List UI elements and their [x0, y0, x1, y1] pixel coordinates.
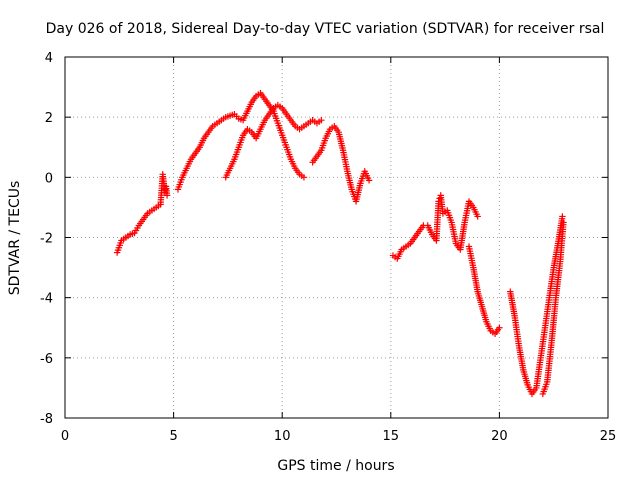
- plot-frame: [64, 56, 609, 419]
- series-5: [389, 192, 481, 262]
- y-tick-label: 2: [45, 111, 53, 126]
- axis-ticks: [64, 56, 609, 419]
- y-tick-label: 0: [45, 171, 53, 186]
- series-2: [174, 89, 308, 193]
- y-tick-label: -8: [40, 412, 53, 427]
- series-4: [309, 122, 373, 205]
- y-tick-label: -2: [40, 232, 53, 247]
- x-tick-label: 0: [61, 429, 69, 444]
- y-tick-label: 4: [45, 51, 53, 66]
- data-point: [560, 219, 567, 226]
- y-tick-label: -4: [40, 292, 53, 307]
- data-point: [163, 192, 171, 199]
- series-3: [222, 101, 325, 181]
- x-tick-label: 10: [274, 429, 291, 444]
- data-points: [113, 89, 567, 398]
- y-tick-labels: -8 -6 -4 -2 0 2 4: [40, 51, 53, 427]
- series-1: [113, 171, 171, 256]
- data-point: [365, 177, 373, 184]
- x-tick-label: 20: [491, 429, 508, 444]
- x-tick-label: 15: [383, 429, 400, 444]
- series-7: [507, 213, 566, 398]
- data-point: [300, 174, 308, 181]
- x-tick-labels: 0 5 10 15 20 25: [61, 429, 616, 444]
- chart-title: Day 026 of 2018, Sidereal Day-to-day VTE…: [46, 21, 605, 37]
- y-axis-label: SDTVAR / TECUs: [7, 181, 23, 296]
- data-point: [318, 116, 325, 124]
- x-tick-label: 25: [600, 429, 617, 444]
- data-point: [474, 213, 481, 220]
- y-tick-label: -6: [40, 352, 53, 367]
- data-point: [496, 324, 503, 331]
- series-8: [539, 219, 567, 398]
- x-axis-label: GPS time / hours: [277, 458, 394, 474]
- grid: [65, 57, 608, 418]
- data-point: [559, 213, 566, 220]
- x-tick-label: 5: [169, 429, 177, 444]
- series-6: [465, 243, 503, 337]
